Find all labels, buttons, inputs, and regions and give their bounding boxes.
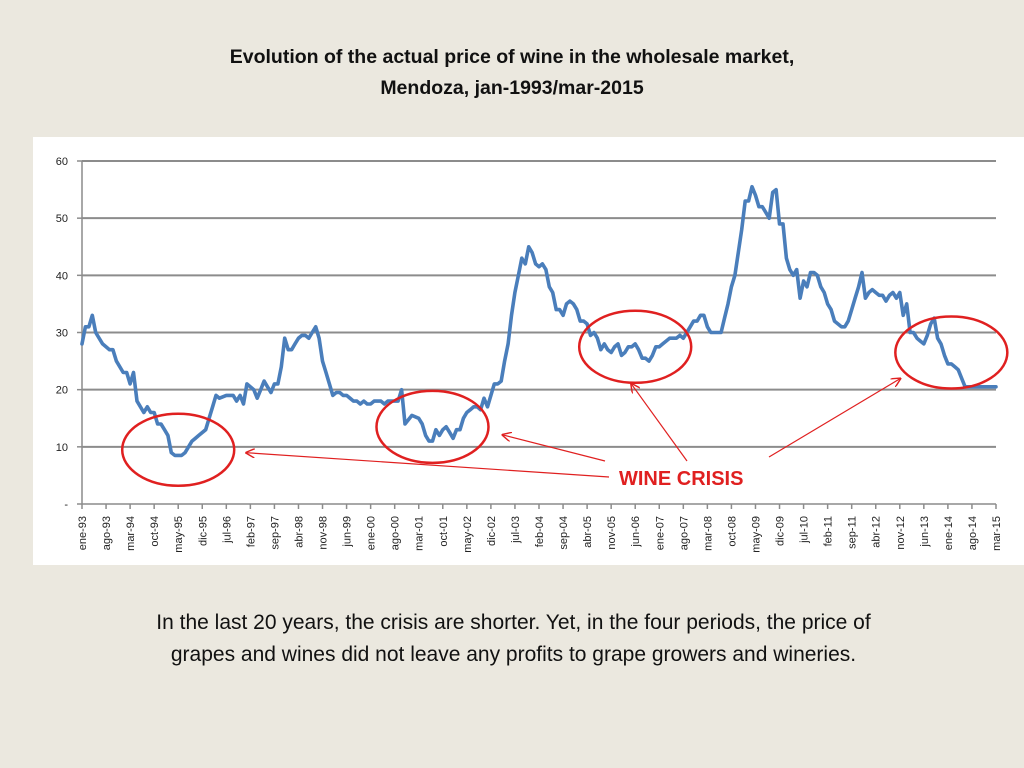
x-tick-label: ene-14 <box>943 516 955 550</box>
chart-title: Evolution of the actual price of wine in… <box>0 42 1024 104</box>
x-tick-label: oct-94 <box>149 516 161 547</box>
x-tick-label: abr-98 <box>293 516 305 548</box>
x-tick-label: feb-04 <box>534 516 546 547</box>
x-tick-label: dic-95 <box>197 516 209 546</box>
crisis-circle <box>894 315 1009 390</box>
x-tick-label: may-09 <box>750 516 762 553</box>
x-tick-label: ene-00 <box>366 516 378 550</box>
x-tick-label: jun-99 <box>342 516 354 548</box>
wine-crisis-label: WINE CRISIS <box>619 468 743 490</box>
x-tick-label: may-02 <box>462 516 474 553</box>
x-tick-label: mar-94 <box>125 516 137 551</box>
x-tick-label: ago-00 <box>390 516 402 550</box>
x-tick-label: jul-03 <box>510 516 522 544</box>
x-tick-label: abr-12 <box>871 516 883 548</box>
x-tick-label: ene-93 <box>77 516 89 550</box>
x-tick-label: may-95 <box>173 516 185 553</box>
x-tick-label: ago-93 <box>101 516 113 550</box>
x-tick-label: ago-14 <box>967 516 979 550</box>
x-tick-label: dic-09 <box>775 516 787 546</box>
chart-panel: - 10 20 30 40 50 60 ene-93 ago-93 mar-94 oct-94 may… <box>33 137 1024 565</box>
caption-line-1: In the last 20 years, the crisis are sho… <box>156 611 871 634</box>
crisis-arrow <box>246 453 610 478</box>
x-tick-label: sep-97 <box>269 516 281 550</box>
chart-title-line-1: Evolution of the actual price of wine in… <box>229 46 795 68</box>
y-tick-label: 40 <box>56 270 68 282</box>
x-tick-label: nov-05 <box>606 516 618 550</box>
y-tick-label: 60 <box>56 156 68 168</box>
x-tick-label: feb-11 <box>823 516 835 546</box>
x-tick-label: feb-97 <box>245 516 257 547</box>
y-tick-label: - <box>64 499 68 511</box>
x-tick-label: oct-01 <box>438 516 450 547</box>
x-tick-label: abr-05 <box>582 516 594 548</box>
caption: In the last 20 years, the crisis are sho… <box>100 607 927 671</box>
x-tick-label: dic-02 <box>486 516 498 546</box>
x-tick-label: sep-04 <box>558 516 570 550</box>
x-tick-label: jul-96 <box>221 516 233 544</box>
x-tick-label: mar-15 <box>991 516 1003 551</box>
y-tick-label: 20 <box>56 385 68 397</box>
crisis-circle <box>120 412 236 487</box>
x-tick-label: ago-07 <box>678 516 690 550</box>
caption-line-2: grapes and wines did not leave any profi… <box>170 643 857 666</box>
x-tick-label: sep-11 <box>847 516 859 549</box>
crisis-arrow <box>502 435 606 462</box>
x-tick-label: nov-98 <box>318 516 330 550</box>
y-tick-label: 50 <box>56 213 68 225</box>
chart-title-line-2: Mendoza, jan-1993/mar-2015 <box>380 77 644 99</box>
crisis-arrow <box>768 379 900 458</box>
line-chart: - 10 20 30 40 50 60 ene-93 ago-93 mar-94 oct-94 may… <box>56 156 1009 553</box>
x-tick-label: nov-12 <box>895 516 907 550</box>
x-tick-label: mar-01 <box>414 516 426 551</box>
x-tick-label: mar-08 <box>702 516 714 551</box>
y-tick-label: 30 <box>56 328 68 340</box>
price-series-line <box>80 184 998 458</box>
y-tick-label: 10 <box>56 442 68 454</box>
x-tick-label: ene-07 <box>654 516 666 550</box>
x-tick-label: oct-08 <box>726 516 738 547</box>
x-tick-label: jun-13 <box>919 516 931 548</box>
x-tick-label: jun-06 <box>630 516 642 548</box>
x-tick-label: jul-10 <box>799 516 811 544</box>
crisis-circle <box>375 389 490 465</box>
crisis-arrow <box>631 384 688 462</box>
